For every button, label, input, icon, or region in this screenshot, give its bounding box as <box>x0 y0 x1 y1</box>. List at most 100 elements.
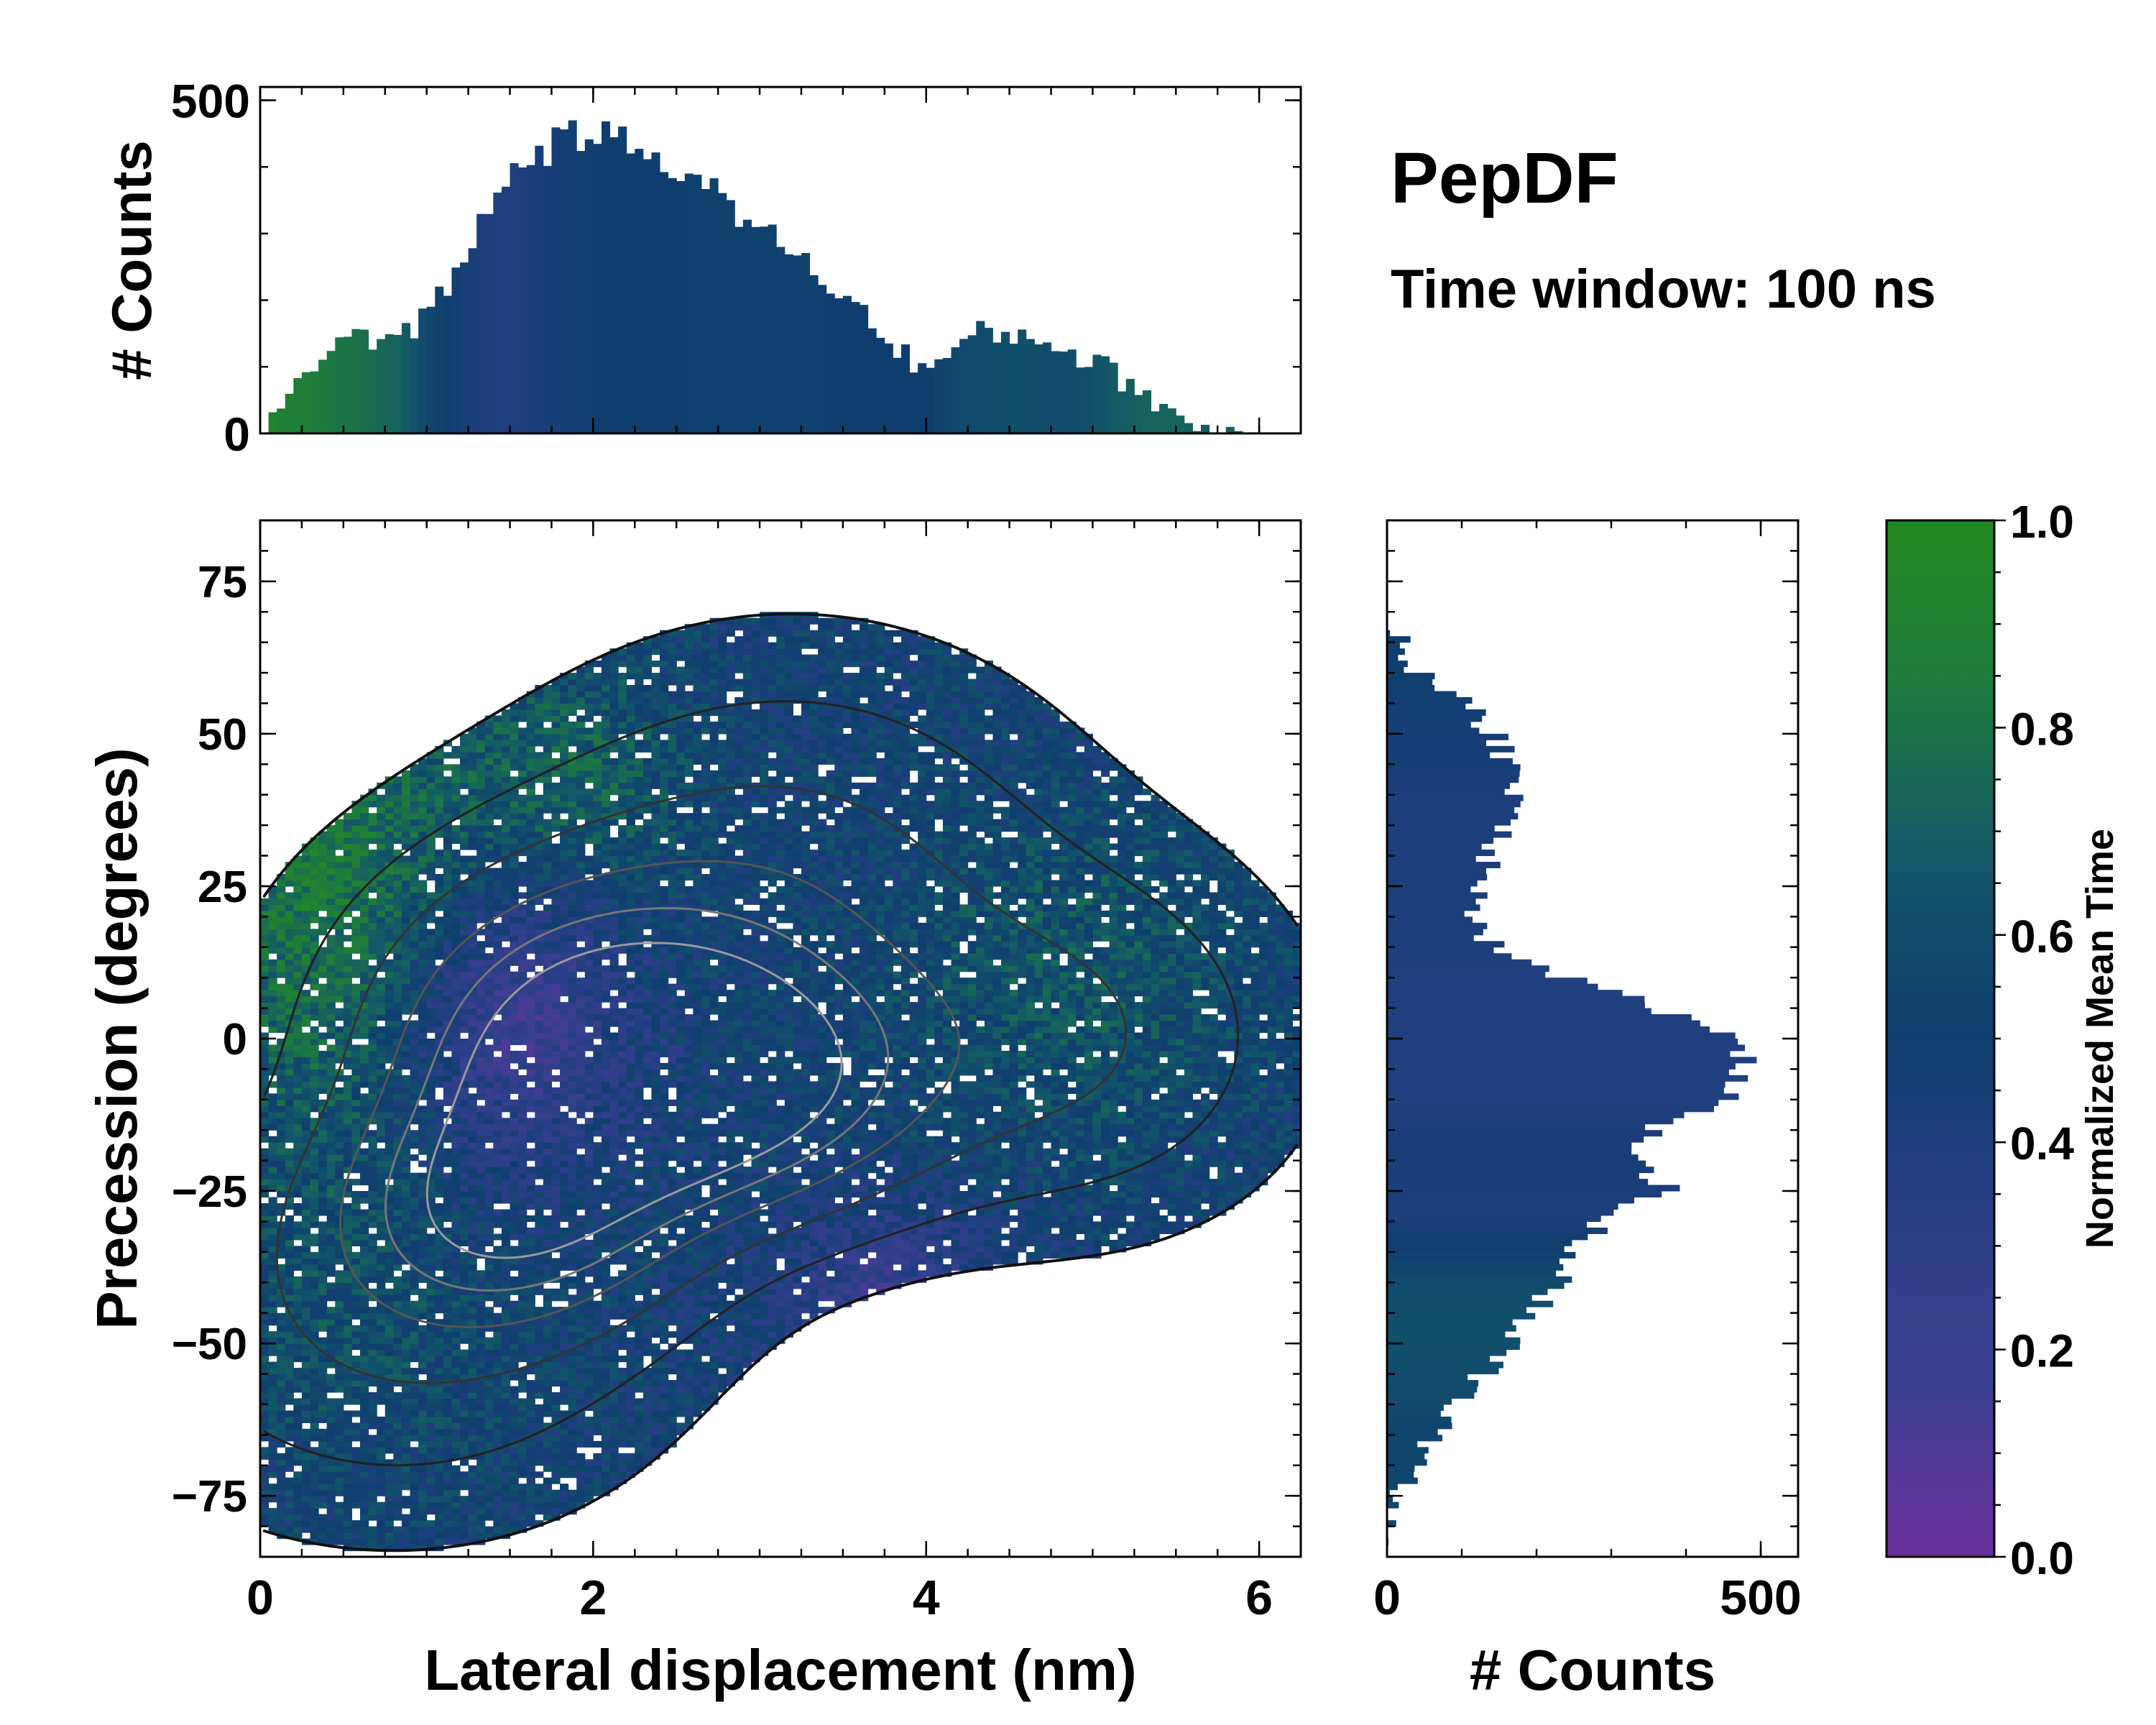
heatmap-cell <box>384 1447 394 1454</box>
heatmap-cell <box>726 1209 735 1216</box>
heatmap-cell <box>900 1154 911 1162</box>
heatmap-cell <box>1151 1227 1160 1235</box>
heatmap-cell <box>501 1392 511 1399</box>
heatmap-cell <box>401 1337 411 1344</box>
heatmap-cell <box>601 1209 611 1216</box>
heatmap-cell <box>876 1246 885 1253</box>
heatmap-cell <box>451 1361 461 1368</box>
heatmap-cell <box>551 1294 561 1302</box>
heatmap-cell <box>301 1221 311 1228</box>
heatmap-cell <box>1125 1160 1135 1167</box>
heatmap-cell <box>609 1343 619 1351</box>
heatmap-cell <box>635 1319 644 1326</box>
heatmap-cell <box>642 1300 653 1307</box>
heatmap-cell <box>293 1459 303 1466</box>
heatmap-cell <box>360 1514 369 1521</box>
heatmap-cell <box>884 1191 893 1198</box>
heatmap-cell <box>277 1227 286 1235</box>
heatmap-cell <box>893 1270 902 1277</box>
heatmap-cell <box>476 1227 486 1235</box>
heatmap-cell <box>268 1239 277 1246</box>
heatmap-cell <box>909 1239 918 1246</box>
heatmap-cell <box>484 1191 494 1198</box>
heatmap-cell <box>1100 1215 1110 1223</box>
heatmap-cell <box>635 1251 644 1259</box>
heatmap-cell <box>551 1221 561 1228</box>
heatmap-cell <box>277 1489 286 1496</box>
heatmap-cell <box>584 1154 594 1162</box>
heatmap-cell <box>451 1380 461 1387</box>
heatmap-cell <box>476 1191 486 1198</box>
heatmap-cell <box>468 1337 477 1344</box>
heatmap-cell <box>626 1233 635 1241</box>
heatmap-cell <box>543 1428 553 1435</box>
heatmap-cell <box>1018 1179 1027 1186</box>
heatmap-cell <box>318 1294 328 1302</box>
heatmap-cell <box>900 1167 911 1174</box>
heatmap-cell <box>443 1258 453 1265</box>
heatmap-cell <box>784 1258 793 1265</box>
heatmap-cell <box>893 1258 902 1265</box>
heatmap-cell <box>384 1435 394 1442</box>
heatmap-cell <box>401 1215 411 1223</box>
heatmap-cell <box>476 1386 486 1393</box>
heatmap-cell <box>1134 1197 1143 1204</box>
heatmap-cell <box>576 1453 586 1460</box>
heatmap-cell <box>343 1325 353 1332</box>
heatmap-cell <box>343 1300 353 1307</box>
heatmap-cell <box>593 1221 602 1228</box>
heatmap-cell <box>734 1191 744 1198</box>
heatmap-cell <box>942 1160 952 1167</box>
heatmap-cell <box>418 1440 428 1448</box>
heatmap-cell <box>351 1300 361 1307</box>
heatmap-cell <box>726 1251 735 1259</box>
heatmap-cell <box>1018 1227 1027 1235</box>
heatmap-cell <box>351 1294 361 1302</box>
heatmap-cell <box>1000 1172 1010 1179</box>
heatmap-cell <box>1076 1221 1085 1228</box>
heatmap-cell <box>684 1380 694 1387</box>
heatmap-cell <box>443 1276 453 1283</box>
heatmap-cell <box>510 1422 519 1430</box>
heatmap-cell <box>335 1526 344 1533</box>
heatmap-cell <box>443 1501 453 1509</box>
heatmap-cell <box>642 1422 653 1430</box>
heatmap-cell <box>793 1258 802 1265</box>
heatmap-cell <box>867 1142 877 1149</box>
heatmap-cell <box>900 1246 911 1253</box>
top-histogram-bar <box>1051 351 1060 433</box>
heatmap-cell <box>260 1380 270 1387</box>
heatmap-cell <box>351 1227 361 1235</box>
heatmap-cell <box>842 1276 852 1283</box>
heatmap-cell <box>867 1221 877 1228</box>
heatmap-cell <box>742 1307 752 1314</box>
heatmap-cell <box>784 1276 793 1283</box>
heatmap-cell <box>343 1428 353 1435</box>
heatmap-cell <box>718 1380 727 1387</box>
heatmap-cell <box>451 1288 461 1295</box>
heatmap-cell <box>493 1520 502 1527</box>
top-histogram-bar <box>443 295 452 433</box>
heatmap-cell <box>668 1197 677 1204</box>
heatmap-cell <box>360 1404 369 1412</box>
heatmap-cell <box>1059 1179 1069 1186</box>
heatmap-cell <box>426 1422 436 1430</box>
heatmap-cell <box>1009 1258 1018 1265</box>
heatmap-cell <box>510 1337 519 1344</box>
heatmap-cell <box>351 1160 361 1167</box>
heatmap-cell <box>476 1477 486 1484</box>
heatmap-cell <box>842 1282 852 1289</box>
heatmap-cell <box>642 1160 653 1167</box>
heatmap-cell <box>401 1447 411 1454</box>
heatmap-cell <box>501 1258 511 1265</box>
heatmap-cell <box>410 1484 419 1491</box>
heatmap-cell <box>543 1197 553 1204</box>
heatmap-cell <box>584 1349 594 1356</box>
heatmap-cell <box>285 1246 294 1253</box>
heatmap-cell <box>285 1294 294 1302</box>
heatmap-cell <box>360 1307 369 1314</box>
heatmap-cell <box>468 1282 477 1289</box>
heatmap-cell <box>560 1167 569 1174</box>
heatmap-cell <box>768 1264 777 1271</box>
heatmap-cell <box>268 1221 277 1228</box>
